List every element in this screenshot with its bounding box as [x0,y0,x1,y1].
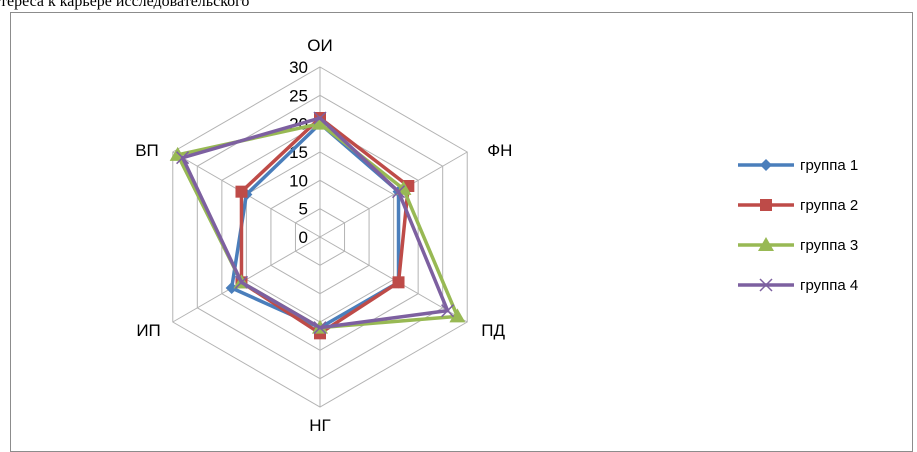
legend-item: группа 3 [738,237,858,254]
data-point-diamond [760,159,772,171]
spoke-1 [319,151,468,238]
legend-item: группа 4 [738,277,858,294]
series-2 [235,112,415,340]
tick-label: 30 [289,58,308,77]
data-point-triangle [449,308,466,323]
data-point-x [313,321,327,335]
chart-frame [10,12,913,452]
series-1 [225,117,405,334]
legend-item: группа 2 [738,197,858,214]
cut-off-title: тереса к карьере исследовательского [0,0,250,10]
legend-label: группа 2 [800,197,858,214]
legend: группа 1 группа 2 группа 3 группа 4 [738,157,858,294]
data-point-triangle [312,115,328,130]
data-point-square [235,185,248,198]
category-label: ВП [135,141,159,160]
tick-label: 0 [299,228,308,247]
tick-label: 5 [299,200,308,219]
legend-label: группа 4 [800,277,858,294]
category-labels: ОИ ФН ПД НГ ИП ВП [135,36,512,435]
data-point-square [760,199,772,211]
data-point-x [441,304,455,318]
legend-label: группа 3 [800,237,858,254]
radar-grid [172,66,468,408]
data-point-diamond [225,282,238,294]
data-point-x [234,275,249,289]
data-point-x [313,111,327,125]
legend-item: группа 1 [738,157,858,174]
category-label: ИП [136,321,160,340]
data-point-x [391,185,406,199]
series-layer [169,111,466,340]
series-line [239,116,411,336]
legend-label: группа 1 [800,157,858,174]
data-point-x [759,278,773,292]
category-label: ОИ [307,36,332,55]
data-point-triangle [758,237,774,251]
series-line [175,121,460,330]
data-point-square [392,276,405,289]
category-label: НГ [309,416,330,435]
series-4 [176,111,455,335]
data-point-x [176,151,190,165]
tick-label: 10 [289,171,308,190]
category-label: ФН [487,141,512,160]
tick-label: 25 [289,86,308,105]
category-label: ПД [481,321,505,340]
